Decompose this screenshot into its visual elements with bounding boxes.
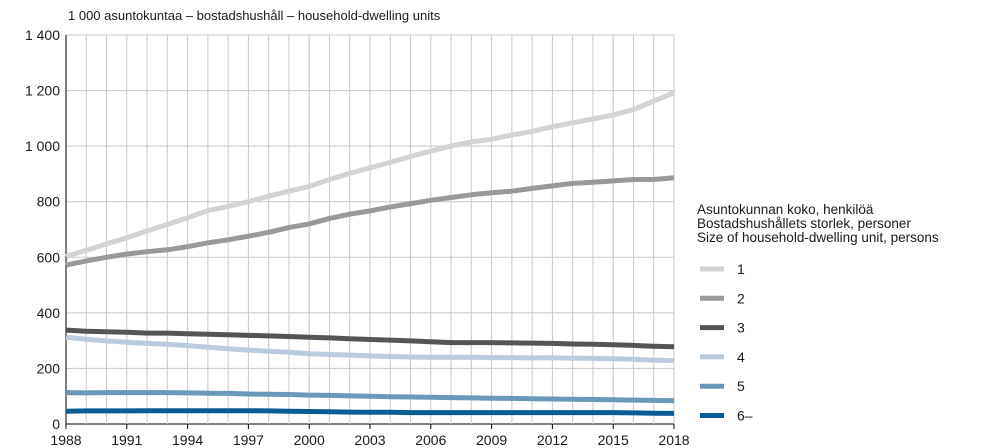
x-tick-label: 1994 bbox=[172, 432, 203, 448]
legend-label-3: 3 bbox=[737, 320, 745, 336]
legend-label-4: 4 bbox=[737, 349, 745, 365]
y-tick-label: 800 bbox=[37, 194, 61, 210]
y-axis-unit-label: 1 000 asuntokuntaa – bostadshushåll – ho… bbox=[68, 8, 441, 23]
series-lines bbox=[65, 90, 675, 416]
legend-label-5: 5 bbox=[737, 378, 745, 394]
x-tick-label: 2015 bbox=[598, 432, 629, 448]
legend-label-2: 2 bbox=[737, 290, 745, 306]
y-tick-label: 600 bbox=[37, 249, 61, 265]
y-tick-label: 0 bbox=[52, 416, 60, 432]
x-tick-label: 2003 bbox=[354, 432, 385, 448]
x-tick-label: 2006 bbox=[415, 432, 446, 448]
y-tick-label: 1 400 bbox=[25, 27, 60, 43]
y-tick-label: 1 000 bbox=[25, 138, 60, 154]
legend-title-sv: Bostadshushållets storlek, personer bbox=[697, 216, 911, 231]
x-tick-label: 1991 bbox=[111, 432, 142, 448]
legend-label-6: 6– bbox=[737, 408, 753, 424]
y-tick-label: 1 200 bbox=[25, 83, 60, 99]
series-line-4 bbox=[65, 334, 675, 364]
series-line-5 bbox=[65, 390, 675, 404]
gridlines bbox=[65, 34, 675, 429]
series-line-2 bbox=[65, 175, 675, 268]
legend-items: 1 2 3 4 5 6– bbox=[700, 261, 753, 424]
series-line-6 bbox=[65, 408, 675, 416]
y-axis-tick-labels: 0 200 400 600 800 1 000 1 200 1 400 bbox=[25, 27, 60, 432]
legend-title-fi: Asuntokunnan koko, henkilöä bbox=[697, 202, 874, 217]
y-tick-label: 200 bbox=[37, 360, 61, 376]
series-line-1 bbox=[65, 90, 675, 259]
legend-title-en: Size of household-dwelling unit, persons bbox=[697, 230, 939, 245]
x-tick-label: 2018 bbox=[658, 432, 689, 448]
x-tick-label: 1988 bbox=[50, 432, 81, 448]
x-tick-label: 1997 bbox=[233, 432, 264, 448]
x-axis-tick-labels: 1988 1991 1994 1997 2000 2003 2006 2009 2012 2015… bbox=[50, 432, 689, 448]
y-tick-label: 400 bbox=[37, 305, 61, 321]
x-tick-label: 2009 bbox=[476, 432, 507, 448]
x-tick-label: 2012 bbox=[537, 432, 568, 448]
x-tick-label: 2000 bbox=[294, 432, 325, 448]
legend: Asuntokunnan koko, henkilöä Bostadshushå… bbox=[697, 202, 939, 424]
legend-label-1: 1 bbox=[737, 261, 745, 277]
series-line-3 bbox=[65, 327, 675, 350]
